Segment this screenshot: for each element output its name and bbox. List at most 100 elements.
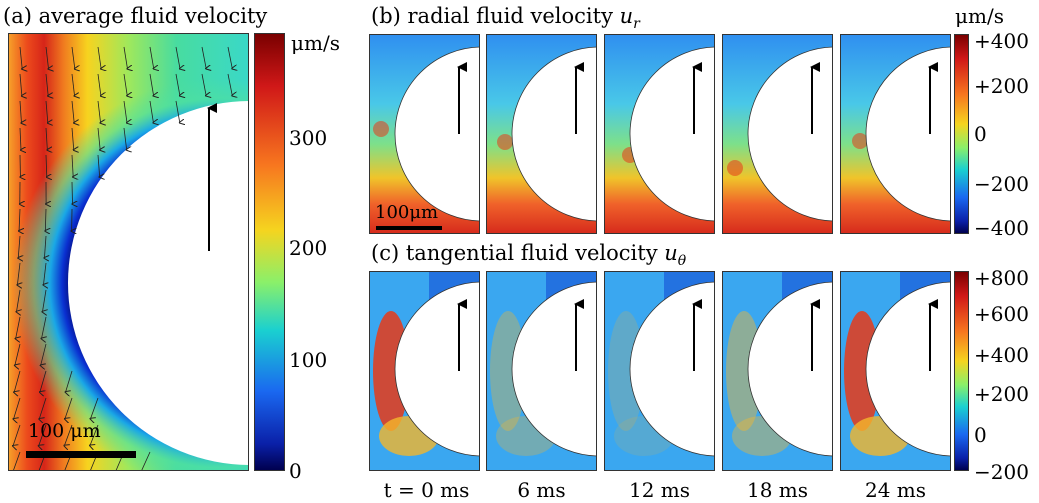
velocity-arrow [15, 343, 20, 365]
velocity-arrow [227, 46, 232, 69]
time-label-4: 24 ms [864, 478, 927, 502]
velocity-arrow [45, 127, 47, 150]
velocity-arrow [17, 262, 20, 285]
velocity-arrow [19, 100, 21, 123]
velocity-arrows [12, 46, 233, 471]
velocity-arrow [45, 46, 49, 69]
velocity-arrow [175, 100, 180, 123]
velocity-arrow [42, 289, 46, 312]
tangential-frame-1 [486, 271, 597, 471]
time-label-1: 6 ms [517, 478, 566, 502]
velocity-arrow [44, 235, 46, 258]
panel-a-title: (a) average fluid velocity [3, 4, 268, 28]
time-label-0: t = 0 ms [383, 478, 470, 502]
panel-c-tick-0: 0 [974, 423, 987, 447]
velocity-arrow [149, 46, 154, 69]
velocity-arrow [97, 127, 100, 150]
tangential-frame-4 [840, 271, 951, 471]
velocity-arrow [16, 316, 20, 339]
panel-a-tick-100: 100 [289, 348, 328, 372]
velocity-arrow [97, 154, 100, 177]
panel-a-colorbar-unit: μm/s [291, 31, 340, 55]
velocity-arrow [13, 424, 21, 446]
velocity-arrow [90, 424, 99, 446]
time-label-3: 18 ms [746, 478, 809, 502]
velocity-arrow [45, 154, 47, 177]
velocity-arrow [97, 100, 101, 123]
panel-b-tick-neg400: −400 [974, 216, 1029, 240]
velocity-arrow [123, 127, 127, 150]
velocity-arrow [91, 397, 99, 419]
velocity-arrow [123, 46, 127, 69]
panel-b-colorbar [954, 34, 969, 234]
velocity-arrow [42, 316, 46, 339]
velocity-arrow [149, 100, 153, 123]
radial-frame-0 [369, 34, 480, 234]
velocity-arrow [45, 100, 48, 123]
velocity-arrow [175, 46, 180, 69]
panel-b-scale-bar [376, 226, 442, 230]
panel-a-colorbar [254, 33, 285, 471]
velocity-arrow [12, 451, 21, 471]
velocity-arrow [175, 73, 180, 96]
velocity-arrow [45, 208, 46, 231]
radial-frame-3 [722, 34, 833, 234]
velocity-arrow [71, 127, 74, 150]
panel-b-tick-neg200: −200 [974, 172, 1029, 196]
velocity-arrow [39, 424, 47, 446]
velocity-arrow [19, 73, 22, 96]
panel-a-scale-bar-label: 100 μm [28, 420, 101, 442]
velocity-arrow [17, 289, 20, 312]
panel-b-tick-0: 0 [974, 122, 987, 146]
velocity-arrow [14, 397, 21, 419]
velocity-arrow [64, 424, 73, 446]
panel-c-tick-800: +800 [974, 266, 1029, 290]
panel-a-tick-0: 0 [289, 459, 302, 483]
velocity-arrow [40, 370, 47, 392]
panel-c-title: (c) tangential fluid velocity uθ [371, 241, 687, 270]
velocity-arrow [19, 127, 21, 150]
velocity-arrow [141, 451, 151, 471]
velocity-arrow [66, 370, 73, 392]
velocity-arrow [41, 343, 47, 365]
radial-frame-2 [604, 34, 715, 234]
velocity-arrow [123, 100, 127, 123]
panel-c-tick-600: +600 [974, 302, 1029, 326]
velocity-arrow [201, 46, 206, 69]
scale-bar [26, 451, 136, 458]
tangential-frame-0 [369, 271, 480, 471]
panel-c-colorbar [954, 271, 969, 471]
velocity-arrow [39, 397, 47, 419]
velocity-arrow [201, 73, 206, 96]
velocity-arrow [71, 154, 73, 177]
radial-frame-4 [840, 34, 951, 234]
panel-a-tick-300: 300 [289, 126, 328, 150]
velocity-arrow [43, 262, 46, 285]
tangential-frame-3 [722, 271, 833, 471]
panel-b-tick-200: +200 [974, 74, 1029, 98]
velocity-arrow [18, 235, 20, 258]
velocity-arrow [227, 73, 232, 96]
panel-b-scale-bar-label: 100μm [375, 202, 439, 223]
velocity-arrow [97, 73, 101, 96]
velocity-arrow [65, 397, 73, 419]
velocity-arrow [123, 73, 127, 96]
velocity-arrow [149, 73, 154, 96]
panel-b-title: (b) radial fluid velocity ur [371, 4, 640, 33]
velocity-arrow [19, 208, 20, 231]
velocity-arrow [71, 100, 74, 123]
panel-c-tick-400: +400 [974, 343, 1029, 367]
velocity-arrow [45, 73, 48, 96]
panel-b-colorbar-unit: μm/s [955, 4, 1004, 28]
panel-c-tick-neg200: −200 [974, 460, 1029, 484]
panel-a-tick-200: 200 [289, 236, 328, 260]
velocity-arrow [14, 370, 21, 392]
velocity-arrow [71, 73, 75, 96]
panel-a-field [8, 33, 249, 471]
velocity-arrow [71, 46, 75, 69]
tangential-frame-2 [604, 271, 715, 471]
velocity-arrow [19, 46, 22, 69]
radial-frame-1 [486, 34, 597, 234]
panel-c-tick-200: +200 [974, 382, 1029, 406]
velocity-arrow [97, 46, 101, 69]
